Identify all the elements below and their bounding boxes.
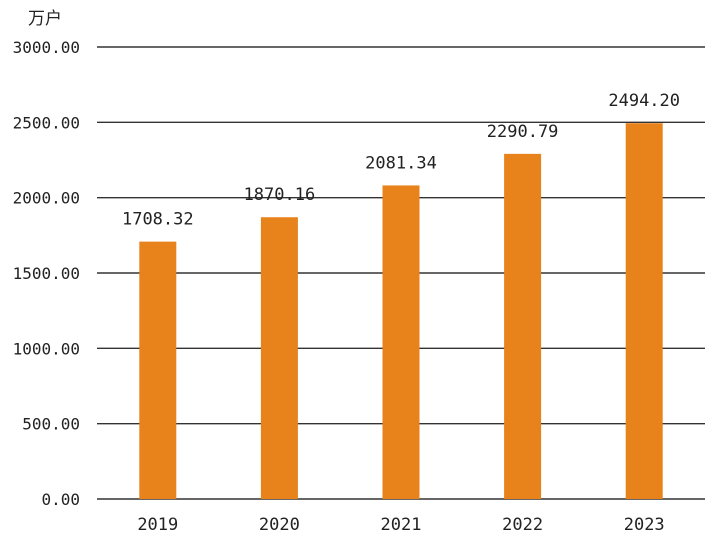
y-tick-label: 1500.00	[13, 264, 80, 283]
y-tick-labels: 0.00 500.00 1000.00 1500.00 2000.00 2500.00 30…	[13, 38, 80, 509]
y-tick-label: 2000.00	[13, 189, 80, 208]
y-tick-label: 3000.00	[13, 38, 80, 57]
data-label-2023: 2494.20	[608, 91, 680, 111]
data-label-2019: 1708.32	[122, 210, 194, 230]
bar-2021	[382, 185, 420, 499]
x-tick-label-2023: 2023	[624, 515, 665, 535]
bar-2022	[504, 153, 542, 499]
data-labels: 1708.32 1870.16 2081.34 2290.79 2494.20	[122, 91, 680, 229]
bars	[139, 123, 663, 500]
y-tick-label: 500.00	[22, 415, 80, 434]
data-label-2022: 2290.79	[487, 122, 559, 142]
bar-2023	[625, 123, 663, 499]
x-tick-label-2022: 2022	[502, 515, 543, 535]
data-label-2020: 1870.16	[244, 185, 316, 205]
y-tick-label: 2500.00	[13, 113, 80, 132]
y-tick-label: 1000.00	[13, 339, 80, 358]
data-label-2021: 2081.34	[365, 153, 437, 173]
bar-2020	[260, 217, 298, 499]
y-tick-label: 0.00	[41, 490, 80, 509]
y-axis-unit-label: 万户	[28, 9, 62, 29]
x-tick-label-2021: 2021	[381, 515, 422, 535]
x-tick-labels: 2019 2020 2021 2022 2023	[137, 515, 664, 535]
x-tick-label-2019: 2019	[137, 515, 178, 535]
bar-2019	[139, 241, 177, 500]
x-tick-label-2020: 2020	[259, 515, 300, 535]
